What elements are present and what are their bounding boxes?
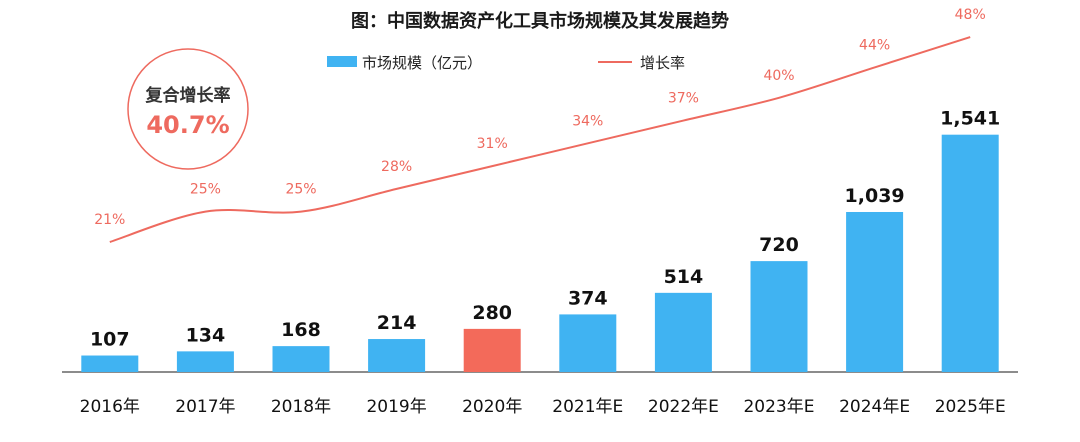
rate-label-6: 37% — [668, 91, 699, 107]
bar-3 — [368, 339, 426, 372]
bar-value-label-1: 134 — [186, 324, 226, 346]
rate-label-0: 21% — [94, 212, 125, 228]
x-tick-5: 2021年E — [552, 397, 623, 417]
bar-9 — [941, 134, 999, 372]
rate-label-7: 40% — [763, 68, 794, 84]
rate-label-4: 31% — [477, 136, 508, 152]
chart-title: 图：中国数据资产化工具市场规模及其发展趋势 — [351, 10, 729, 32]
bar-8 — [846, 211, 904, 372]
x-tick-7: 2023年E — [743, 397, 814, 417]
bar-value-label-9: 1,541 — [940, 108, 1000, 130]
bar-value-label-3: 214 — [377, 312, 417, 334]
rate-label-8: 44% — [859, 37, 890, 53]
cagr-circle — [127, 48, 249, 170]
bar-4 — [463, 328, 521, 372]
bar-value-label-8: 1,039 — [845, 185, 905, 207]
cagr-annotation: 复合增长率 40.7% — [127, 48, 249, 170]
x-tick-3: 2019年 — [366, 397, 426, 417]
bar-value-label-5: 374 — [568, 287, 608, 309]
rate-label-5: 34% — [572, 113, 603, 129]
growth-rate-line — [109, 36, 971, 243]
rate-label-1: 25% — [190, 182, 221, 198]
x-tick-0: 2016年 — [80, 397, 140, 417]
x-tick-8: 2024年E — [839, 397, 910, 417]
rate-label-3: 28% — [381, 159, 412, 175]
bar-7 — [750, 261, 808, 372]
x-tick-2: 2018年 — [271, 397, 331, 417]
bar-value-label-0: 107 — [90, 329, 130, 351]
bar-value-label-6: 514 — [664, 266, 704, 288]
legend: 市场规模（亿元） 增长率 — [327, 54, 685, 72]
cagr-value: 40.7% — [146, 111, 229, 139]
x-tick-1: 2017年 — [175, 397, 235, 417]
legend-bar-swatch — [327, 56, 357, 67]
bar-6 — [654, 292, 712, 372]
x-tick-4: 2020年 — [462, 397, 522, 417]
bar-value-label-7: 720 — [759, 234, 799, 256]
legend-bar-label: 市场规模（亿元） — [362, 54, 482, 72]
rate-label-2: 25% — [285, 182, 316, 198]
x-tick-6: 2022年E — [648, 397, 719, 417]
bar-5 — [559, 314, 617, 372]
bar-value-label-4: 280 — [472, 302, 512, 324]
bar-2 — [272, 346, 330, 372]
growth-rate-labels: 21% 25% 25% 28% 31% 34% 37% 40% 44% 48% — [94, 7, 986, 228]
bar-1 — [176, 351, 234, 372]
bar-0 — [81, 355, 139, 372]
growth-line-series — [109, 36, 971, 243]
legend-line-label: 增长率 — [640, 54, 685, 72]
rate-label-9: 48% — [955, 7, 986, 23]
bar-value-label-2: 168 — [281, 319, 321, 341]
x-tick-9: 2025年E — [935, 397, 1006, 417]
x-axis-tick-labels: 2016年 2017年 2018年 2019年 2020年 2021年E 2022年E 202… — [80, 397, 1006, 417]
bar-series — [81, 134, 999, 372]
bar-value-labels: 107 134 168 214 280 374 514 720 1,039 1,541 — [90, 108, 1000, 351]
cagr-label: 复合增长率 — [145, 85, 231, 106]
